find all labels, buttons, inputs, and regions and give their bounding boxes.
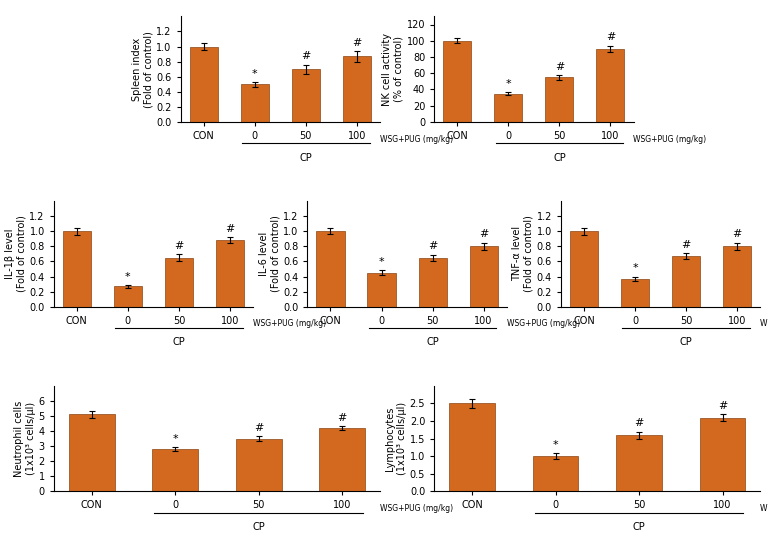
Text: WSG+PUG (mg/kg): WSG+PUG (mg/kg): [507, 319, 580, 328]
Bar: [236, 438, 282, 491]
Y-axis label: Spleen index
(Fold of control): Spleen index (Fold of control): [132, 31, 154, 108]
Text: CP: CP: [633, 522, 645, 532]
Y-axis label: IL-1β level
(Fold of control): IL-1β level (Fold of control): [5, 216, 27, 292]
Bar: [190, 46, 217, 122]
Bar: [419, 258, 446, 307]
Bar: [495, 93, 522, 122]
Text: *: *: [172, 434, 178, 444]
Text: #: #: [352, 38, 362, 48]
Y-axis label: Lymphocytes
(1x10³ cells/μl): Lymphocytes (1x10³ cells/μl): [386, 402, 407, 475]
Text: WSG+PUG (mg/kg): WSG+PUG (mg/kg): [760, 504, 768, 513]
Text: CP: CP: [173, 337, 185, 347]
Bar: [545, 78, 574, 122]
Text: #: #: [718, 401, 727, 411]
Bar: [292, 69, 319, 122]
Text: #: #: [554, 62, 564, 72]
Text: *: *: [125, 272, 131, 282]
Bar: [672, 256, 700, 307]
Bar: [63, 232, 91, 307]
Text: #: #: [479, 229, 488, 239]
Bar: [449, 403, 495, 491]
Y-axis label: NK cell activity
(% of control): NK cell activity (% of control): [382, 33, 404, 106]
Bar: [532, 456, 578, 491]
Bar: [723, 246, 751, 307]
Text: WSG+PUG (mg/kg): WSG+PUG (mg/kg): [379, 135, 453, 144]
Bar: [597, 49, 624, 122]
Text: #: #: [174, 241, 184, 251]
Text: #: #: [337, 413, 347, 423]
Text: WSG+PUG (mg/kg): WSG+PUG (mg/kg): [253, 319, 326, 328]
Bar: [316, 232, 345, 307]
Y-axis label: Neutrophil cells
(1x10³ cells/μl): Neutrophil cells (1x10³ cells/μl): [14, 401, 35, 477]
Bar: [68, 414, 114, 491]
Bar: [165, 258, 193, 307]
Text: CP: CP: [300, 152, 312, 163]
Bar: [616, 435, 662, 491]
Text: *: *: [632, 263, 638, 274]
Text: *: *: [379, 257, 384, 268]
Bar: [114, 286, 142, 307]
Bar: [319, 428, 365, 491]
Bar: [443, 41, 472, 122]
Y-axis label: TNF-α level
(Fold of control): TNF-α level (Fold of control): [512, 216, 534, 292]
Bar: [368, 273, 396, 307]
Text: #: #: [428, 241, 437, 252]
Text: CP: CP: [252, 522, 265, 532]
Text: #: #: [301, 51, 310, 62]
Bar: [240, 84, 269, 122]
Text: #: #: [634, 418, 644, 429]
Bar: [469, 246, 498, 307]
Bar: [343, 56, 371, 122]
Text: *: *: [505, 79, 511, 89]
Text: WSG+PUG (mg/kg): WSG+PUG (mg/kg): [760, 319, 768, 328]
Bar: [152, 449, 198, 491]
Bar: [570, 232, 598, 307]
Bar: [621, 279, 649, 307]
Y-axis label: IL-6 level
(Fold of control): IL-6 level (Fold of control): [259, 216, 280, 292]
Text: WSG+PUG (mg/kg): WSG+PUG (mg/kg): [634, 135, 707, 144]
Text: CP: CP: [426, 337, 439, 347]
Text: #: #: [733, 229, 742, 239]
Text: *: *: [553, 440, 558, 450]
Text: CP: CP: [553, 152, 566, 163]
Text: WSG+PUG (mg/kg): WSG+PUG (mg/kg): [379, 504, 453, 513]
Text: #: #: [681, 240, 691, 250]
Text: *: *: [252, 69, 257, 79]
Bar: [216, 240, 244, 307]
Text: #: #: [225, 224, 235, 234]
Text: #: #: [254, 423, 263, 433]
Text: CP: CP: [680, 337, 693, 347]
Bar: [700, 418, 746, 491]
Text: #: #: [606, 32, 615, 43]
